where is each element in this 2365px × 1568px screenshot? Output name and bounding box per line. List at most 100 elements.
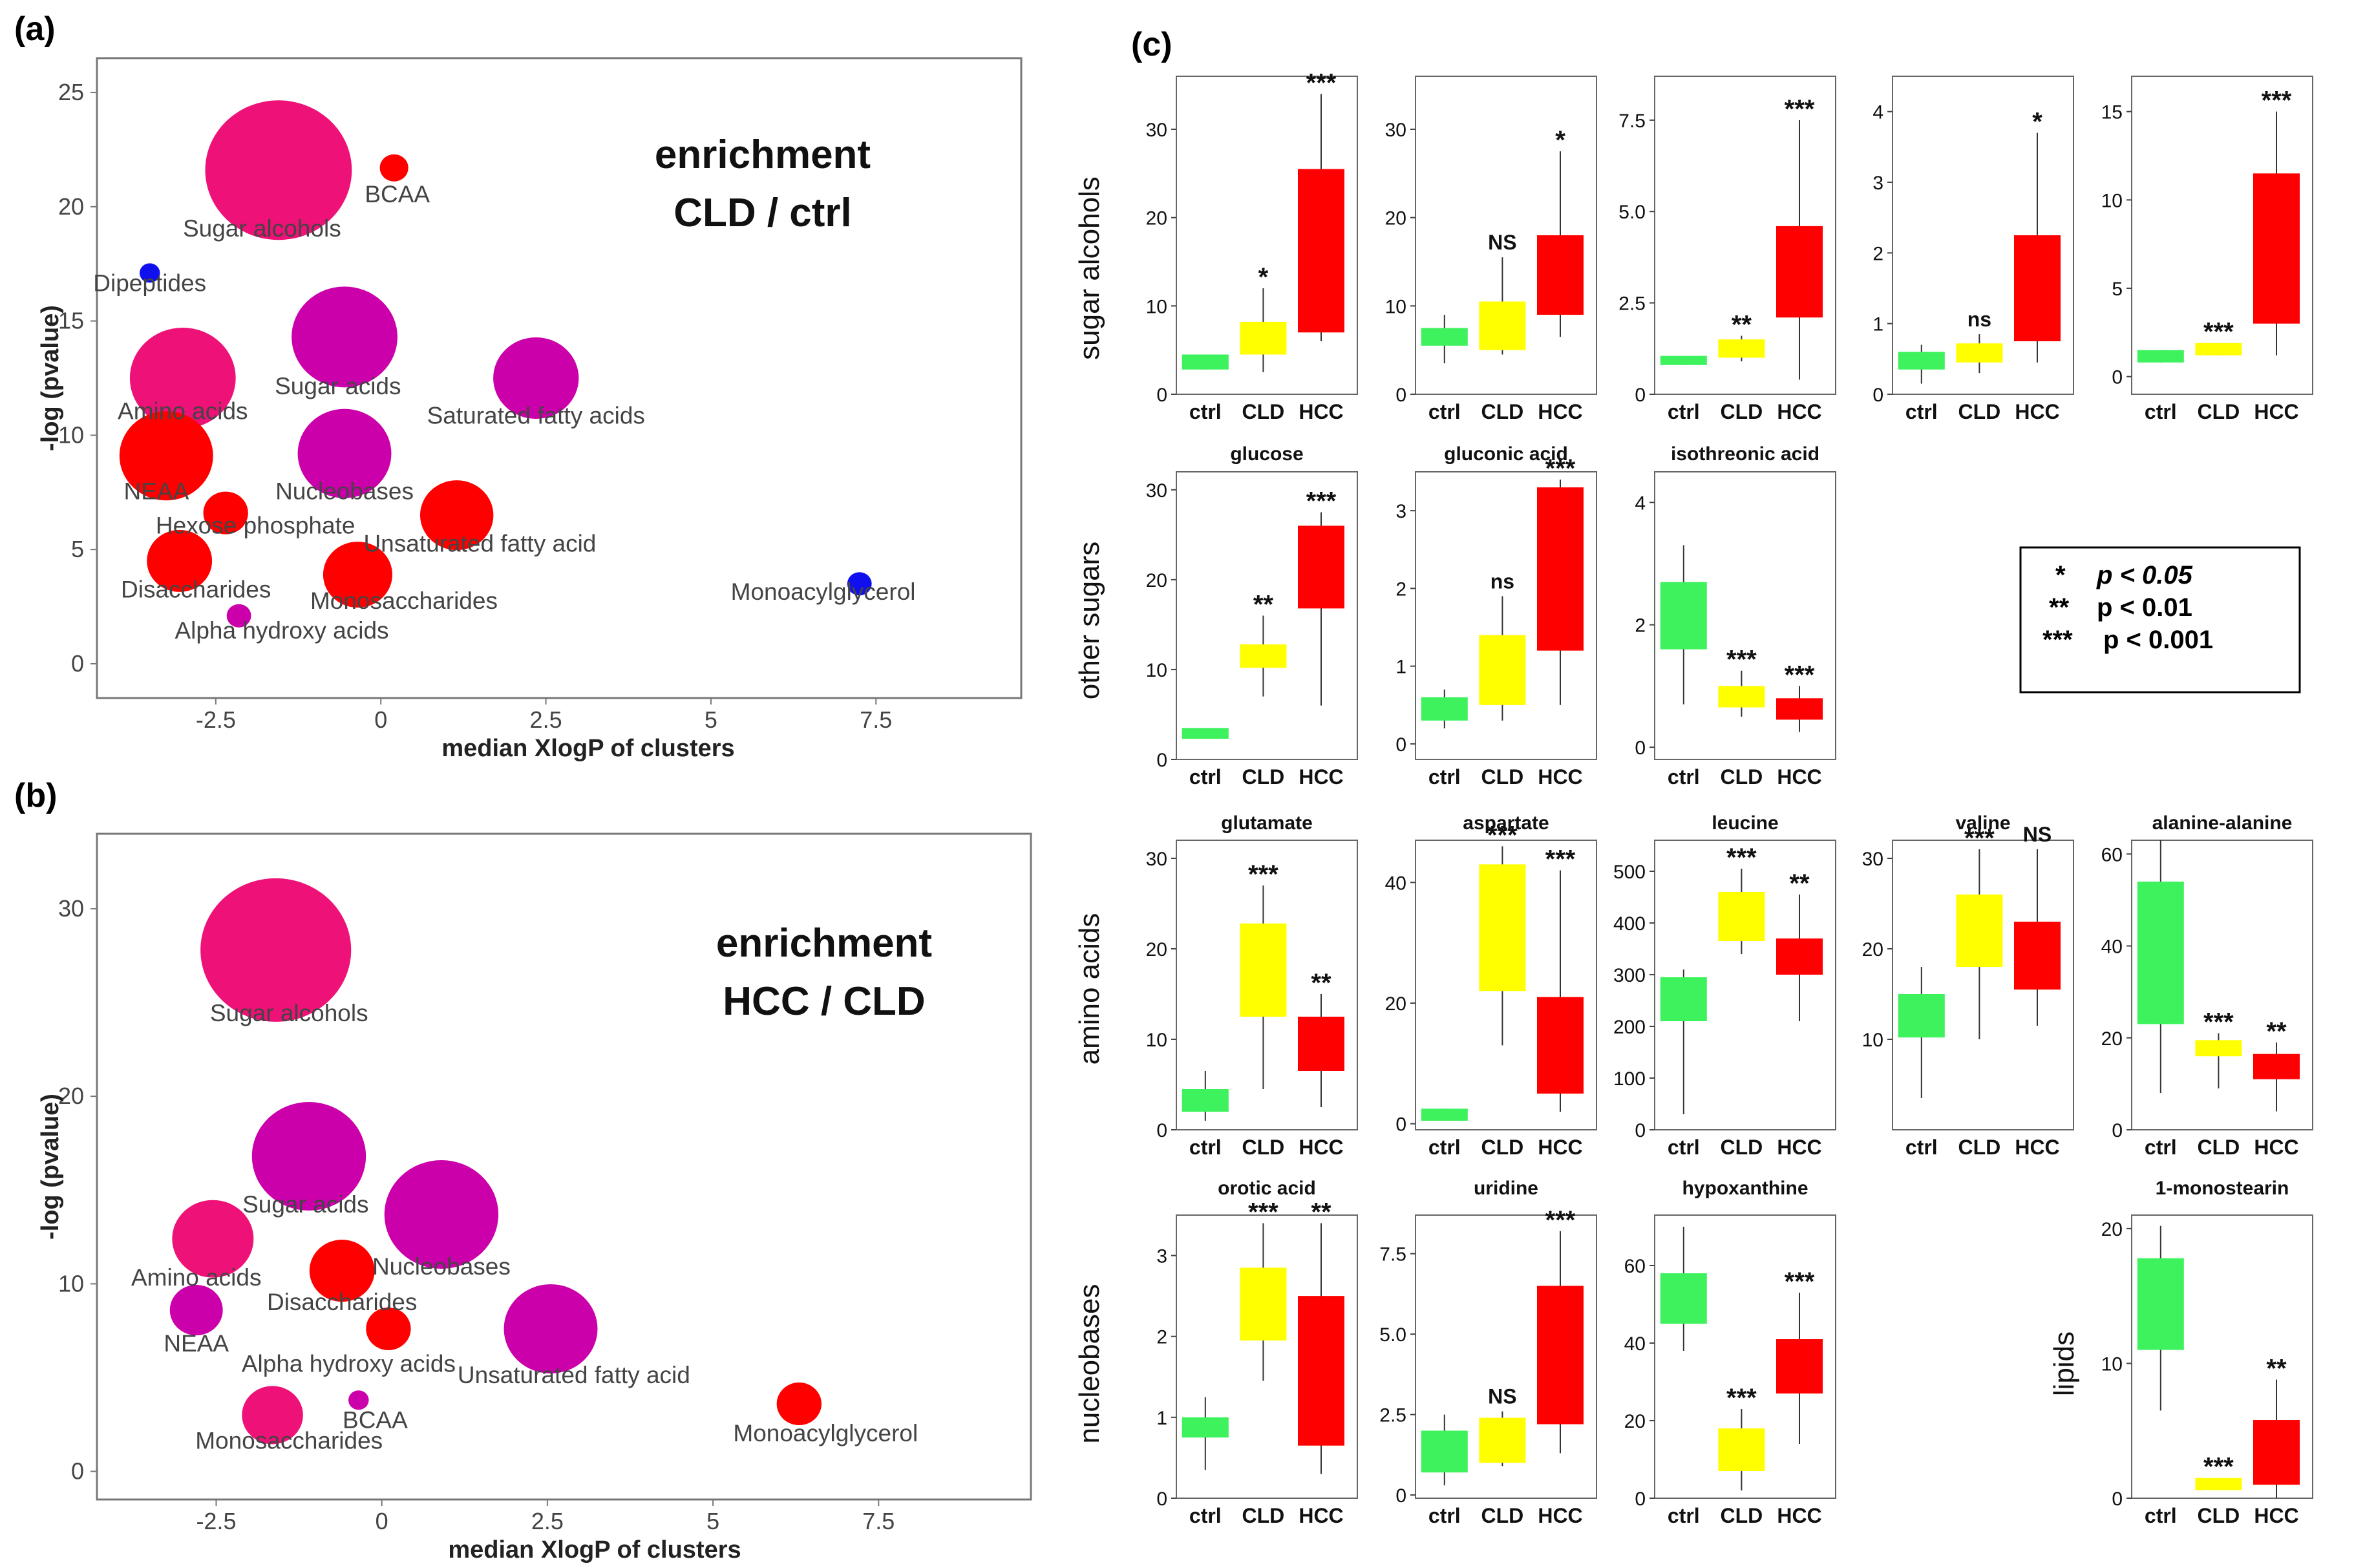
bubble-amino-acids [172,1200,254,1278]
x-tick-label: CLD [1481,1504,1524,1527]
bubble-alpha-hydroxy-acids [226,604,251,628]
x-tick-label: 0 [376,1508,388,1534]
box-cld [1718,892,1765,941]
bubble-label: NEAA [124,478,189,504]
legend-text-2: p < 0.01 [2097,593,2192,622]
box-hcc [1298,1017,1344,1071]
bubble-label: Hexose phosphate [156,512,355,538]
legend-frame [2019,546,2301,694]
x-tick-label: HCC [2015,1136,2059,1159]
bubble-label: Sugar alcohols [210,1000,368,1026]
y-tick-label: 20 [2101,1028,2123,1050]
x-tick-label: CLD [1481,765,1524,789]
y-tick-label: 2 [1395,578,1406,600]
bubble-label: BCAA [365,181,430,207]
significance-mark: *** [1726,1384,1757,1412]
x-tick-label: ctrl [2145,1504,2177,1527]
box-cld [1718,339,1765,358]
box-hcc [2253,1420,2300,1485]
significance-mark: ns [1967,308,1991,331]
y-tick-label: 5 [71,536,84,562]
box-ctrl [1660,1273,1707,1324]
x-tick-label: CLD [1721,765,1763,789]
y-tick-label: 0 [2112,1120,2123,1141]
x-tick-label: 5 [706,1508,719,1534]
box-hcc [1537,235,1584,315]
y-tick-label: 20 [1146,939,1167,960]
bubble-label: Amino acids [131,1264,262,1291]
box-ctrl [1182,1417,1229,1438]
y-tick-label: 0 [71,650,84,677]
x-tick-label: HCC [1777,400,1821,423]
significance-mark: *** [2203,318,2234,346]
y-tick-label: 2 [1635,615,1646,637]
box-hcc [1776,698,1823,720]
bubble-monoacylglycerol [847,572,872,596]
bubble-alpha-hydroxy-acids [366,1307,411,1350]
bubble-label: Nucleobases [275,478,414,504]
box-ctrl [1898,352,1945,370]
bubble-disaccharides [309,1240,375,1302]
significance-mark: ** [2266,1017,2287,1046]
significance-mark: *** [2203,1008,2234,1037]
x-tick-label: ctrl [1668,400,1700,423]
bubble-label: Unsaturated fatty acid [363,531,596,557]
y-tick-label: 7.5 [1618,111,1646,132]
box-ctrl [1421,1108,1468,1121]
box-ctrl [2137,882,2184,1024]
y-tick-label: 0 [1872,385,1883,406]
y-tick-label: 30 [1385,120,1406,141]
x-tick-label: -2.5 [196,1508,236,1534]
significance-mark: ** [1732,311,1752,339]
row-label: other sugars [1074,542,1105,700]
x-tick-label: 5 [705,706,717,733]
x-tick-label: HCC [1299,400,1343,423]
y-tick-label: 3 [1872,173,1883,194]
box-hcc [1537,1286,1584,1425]
significance-mark: *** [1785,661,1815,689]
y-tick-label: 60 [2101,844,2123,865]
bubble-label: Nucleobases [372,1253,511,1280]
bubble-label: Alpha hydroxy acids [242,1351,456,1377]
y-tick-label: 40 [1624,1333,1646,1355]
box-cld [1479,301,1526,350]
y-tick-label: 10 [2101,190,2123,211]
bubble-sugar-acids [292,286,398,388]
panel-a-letter: (a) [14,10,56,48]
legend-text-3: p < 0.001 [2103,626,2213,654]
legend-stars-1: * [2055,561,2066,589]
box-hcc [2014,235,2061,341]
bubble-label: Disaccharides [121,576,271,602]
significance-mark: NS [2023,823,2052,846]
box-cld [1240,923,1287,1017]
y-tick-label: 40 [1385,873,1406,894]
x-tick-label: HCC [2254,1504,2298,1527]
y-tick-label: 20 [58,193,84,220]
significance-mark: *** [1726,843,1757,872]
significance-mark: * [1555,126,1565,154]
y-tick-label: 0 [1395,1114,1406,1136]
box-ctrl [1182,354,1229,370]
bubble-sugar-acids [251,1102,366,1211]
significance-mark: *** [1306,69,1337,97]
box-cld [2195,1040,2242,1057]
x-tick-label: 2.5 [530,706,562,733]
significance-mark: ** [1311,969,1331,997]
significance-mark: *** [2262,87,2292,115]
panel-c-letter: (c) [1131,26,1172,63]
bubble-label: Amino acids [118,398,248,425]
box-hcc [2253,1054,2300,1079]
box-hcc [1298,1296,1344,1446]
panel-title: hypoxanthine [1682,1178,1808,1199]
significance-mark: *** [1785,1267,1815,1296]
y-tick-label: 4 [1872,102,1883,123]
bubble-label: Dipeptides [93,270,206,297]
bubble-label: Alpha hydroxy acids [175,617,388,644]
x-tick-label: ctrl [1668,765,1700,789]
y-tick-label: 0 [1156,750,1167,771]
box-ctrl [1660,355,1707,365]
y-tick-label: 0 [1156,1120,1167,1141]
bubble-label: Monosaccharides [195,1428,383,1454]
x-tick-label: CLD [1958,400,2001,423]
significance-mark: *** [1487,821,1518,849]
